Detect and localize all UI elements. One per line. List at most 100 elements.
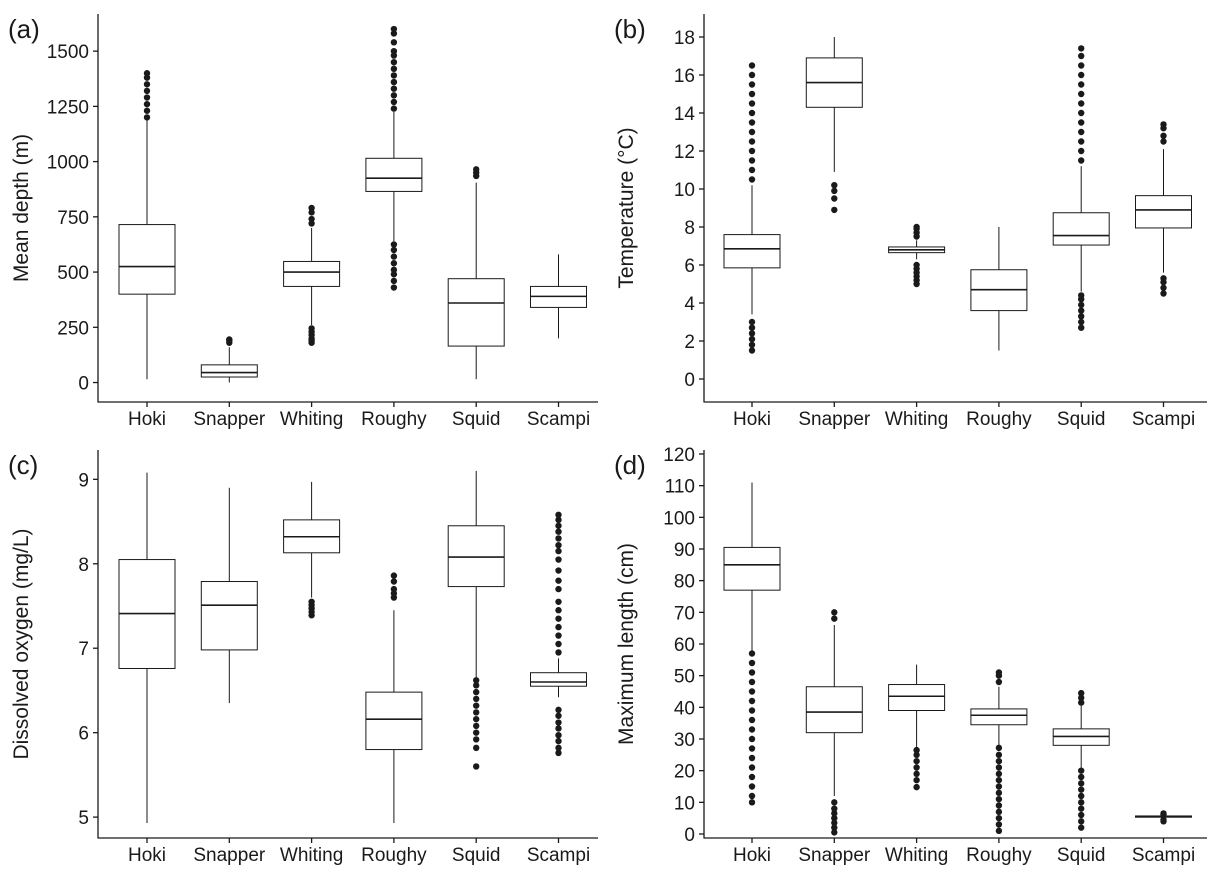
outlier-point [1078, 818, 1085, 825]
outlier-point [473, 722, 480, 730]
x-tick-label: Whiting [280, 409, 343, 430]
outlier-point [308, 220, 315, 227]
outlier-point [748, 109, 756, 117]
y-tick-label: 8 [78, 555, 89, 576]
outlier-point [748, 792, 756, 800]
y-tick-label: 8 [684, 218, 695, 239]
outlier-point [1078, 694, 1085, 702]
y-tick-label: 10 [674, 793, 695, 814]
y-tick-label: 10 [674, 180, 695, 201]
outlier-point [748, 707, 756, 714]
outlier-point [748, 650, 756, 657]
outlier-point [913, 757, 920, 765]
box-scampi [1135, 121, 1192, 297]
panel-label: (a) [8, 14, 40, 44]
outlier-point [995, 744, 1003, 752]
outlier-point [748, 347, 756, 354]
panel-c: (c) Dissolved oxygen (mg/L) 5 6 7 8 9 Hoki Snapp… [8, 450, 598, 866]
outlier-point [555, 542, 562, 549]
iqr-box [723, 234, 781, 269]
outlier-point [748, 71, 756, 79]
outlier-point [1078, 301, 1085, 309]
iqr-box [447, 525, 505, 588]
outlier-point [555, 640, 562, 648]
x-tick-label: Squid [1057, 845, 1106, 866]
iqr-box [970, 708, 1028, 726]
outlier-point [143, 87, 151, 95]
outlier-point [913, 223, 920, 231]
outlier-point [748, 799, 756, 806]
x-tick-label: Roughy [361, 409, 427, 430]
y-tick-label: 500 [57, 263, 89, 284]
outlier-point [748, 754, 756, 762]
y-tick-label: 80 [674, 572, 695, 593]
outlier-point [748, 669, 756, 676]
outlier-point [748, 90, 756, 98]
outlier-point [995, 802, 1003, 809]
outlier-point [913, 776, 920, 784]
outlier-point [473, 677, 480, 684]
outlier-point [1078, 307, 1085, 314]
panel-label: (c) [8, 450, 38, 480]
outlier-point [831, 810, 838, 817]
outlier-point [555, 737, 562, 745]
outlier-point [748, 147, 756, 155]
outlier-point [1078, 52, 1085, 60]
x-tick-label: Scampi [1132, 845, 1195, 866]
outlier-point [913, 261, 920, 269]
box-squid [447, 470, 505, 770]
y-tick-label: 20 [674, 762, 695, 783]
outlier-point [748, 726, 756, 733]
outlier-point [473, 688, 480, 696]
outlier-point [748, 176, 756, 183]
outlier-point [995, 770, 1003, 778]
panel-b: (b) Temperature (°C) 0 2 4 6 8 10 12 14 16 18 Hoki Sn… [614, 14, 1207, 430]
outlier-point [555, 732, 562, 739]
outlier-point [748, 773, 756, 781]
outlier-point [1078, 292, 1085, 299]
iqr-box [1052, 212, 1110, 246]
outlier-point [555, 615, 562, 622]
y-tick-label: 4 [684, 294, 695, 315]
x-tick-label: Whiting [885, 409, 948, 430]
outlier-point [748, 335, 756, 343]
box-whiting [283, 204, 341, 346]
outlier-point [308, 598, 315, 605]
outlier-point [831, 799, 838, 806]
panel-d: (d) Maximum length (cm) 0 10 20 30 40 50 60 70 80 9… [614, 445, 1207, 866]
box-roughy [970, 669, 1028, 835]
outlier-point [1078, 100, 1085, 107]
outlier-point [1160, 284, 1167, 291]
outlier-point [748, 119, 756, 126]
iqr-box [365, 691, 423, 751]
outlier-point [143, 114, 151, 121]
y-tick-label: 120 [663, 445, 695, 466]
outlier-point [748, 138, 756, 145]
outlier-point [555, 749, 562, 757]
outlier-point [1078, 128, 1085, 136]
outlier-point [1160, 290, 1167, 297]
y-tick-label: 5 [78, 808, 89, 829]
outlier-point [1078, 81, 1085, 88]
box-squid [447, 166, 505, 380]
outlier-point [555, 522, 562, 529]
outlier-point [1078, 786, 1085, 793]
outlier-point [143, 70, 151, 77]
outlier-point [748, 128, 756, 136]
outlier-point [1078, 811, 1085, 819]
box-snapper [805, 609, 863, 836]
outlier-point [748, 716, 756, 724]
y-tick-label: 40 [674, 698, 695, 719]
x-tick-label: Scampi [527, 409, 590, 430]
y-tick-label: 1000 [47, 153, 89, 174]
outlier-point [1078, 805, 1085, 812]
x-tick-label: Scampi [527, 845, 590, 866]
outlier-point [473, 744, 480, 752]
outlier-point [1160, 138, 1167, 145]
outlier-point [390, 266, 398, 274]
outlier-point [143, 100, 151, 108]
y-tick-label: 750 [57, 208, 89, 229]
y-tick-label: 0 [684, 825, 695, 846]
x-tick-label: Whiting [885, 845, 948, 866]
